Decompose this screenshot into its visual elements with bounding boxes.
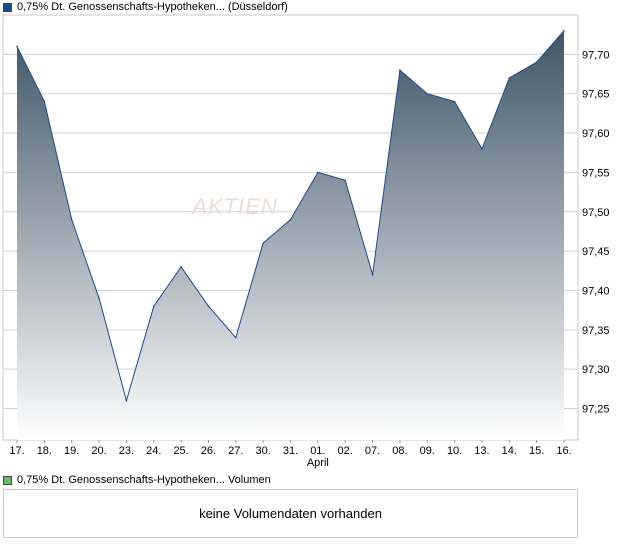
price-legend-label: 0,75% Dt. Genossenschafts-Hypotheken... … [17, 1, 288, 13]
y-tick-label: 97,50 [582, 207, 610, 219]
y-tick-label: 97,40 [582, 285, 610, 297]
x-tick-label: 24. [146, 445, 161, 457]
x-tick-label: 09. [420, 445, 435, 457]
x-tick-label: 20. [91, 445, 106, 457]
data-point [344, 179, 347, 182]
data-point [43, 100, 46, 103]
x-tick-label: 17. [9, 445, 24, 457]
watermark-text: AKTIEN [190, 194, 277, 219]
data-point [399, 69, 401, 71]
price-legend: 0,75% Dt. Genossenschafts-Hypotheken... … [3, 0, 288, 14]
data-point [535, 61, 538, 64]
data-point [207, 305, 210, 308]
x-tick-label: 23. [119, 445, 134, 457]
x-tick-label: 08. [392, 445, 407, 457]
data-point [262, 242, 264, 245]
y-tick-label: 97,45 [582, 246, 610, 258]
x-tick-label: 19. [64, 445, 79, 457]
y-tick-label: 97,35 [582, 325, 610, 337]
x-tick-label: 26. [201, 445, 216, 457]
data-point [317, 171, 319, 174]
volume-legend-swatch [3, 475, 12, 485]
data-point [180, 266, 182, 268]
y-tick-label: 97,60 [582, 128, 610, 140]
x-tick-label: 01. [310, 445, 325, 457]
y-axis-labels: 97,25 97,30 97,35 97,40 97,45 97,50 97,55 97,60… [582, 49, 610, 415]
data-points [16, 29, 565, 402]
x-tick-label: 27. [228, 445, 243, 457]
x-tick-label: 14. [502, 445, 517, 457]
data-point [453, 100, 456, 103]
data-point [152, 305, 155, 308]
y-tick-label: 97,70 [582, 49, 610, 61]
x-tick-label: 10. [447, 445, 462, 457]
data-point [70, 218, 73, 221]
x-tick-label: 16. [556, 445, 571, 457]
price-chart: AKTIEN 97,2597,3097,3597,4097,4597,5097,… [2, 14, 610, 469]
x-tick-label: 02. [338, 445, 353, 457]
price-area [17, 30, 564, 440]
data-point [481, 147, 483, 150]
y-tick-label: 97,65 [582, 89, 610, 101]
x-tick-label: 18. [37, 445, 52, 457]
x-tick-label: 13. [474, 445, 489, 457]
x-axis-labels: 17. 18. 19. 20. 23. 24. 25. 26. 27. 30. 31. 01.Apri… [9, 440, 572, 469]
data-point [235, 336, 237, 339]
volume-legend: 0,75% Dt. Genossenschafts-Hypotheken... … [3, 473, 271, 487]
data-point [125, 399, 128, 402]
x-month-label: April [307, 457, 329, 469]
data-point [289, 218, 292, 221]
data-point [508, 77, 511, 79]
y-tick-label: 97,30 [582, 364, 610, 376]
data-point [426, 92, 429, 95]
data-point [371, 273, 374, 276]
data-point [563, 29, 565, 32]
volume-empty-message: keine Volumendaten vorhanden [199, 506, 382, 521]
data-point [98, 297, 100, 300]
y-tick-label: 97,25 [582, 404, 610, 416]
price-legend-swatch [3, 2, 12, 12]
x-tick-label: 30. [256, 445, 271, 457]
data-point [16, 45, 18, 48]
x-tick-label: 07. [365, 445, 380, 457]
y-tick-label: 97,55 [582, 167, 610, 179]
x-tick-label: 31. [283, 445, 298, 457]
x-tick-label: 25. [173, 445, 188, 457]
volume-legend-label: 0,75% Dt. Genossenschafts-Hypotheken... … [17, 474, 271, 486]
volume-panel: keine Volumendaten vorhanden [3, 489, 578, 538]
x-tick-label: 15. [529, 445, 544, 457]
